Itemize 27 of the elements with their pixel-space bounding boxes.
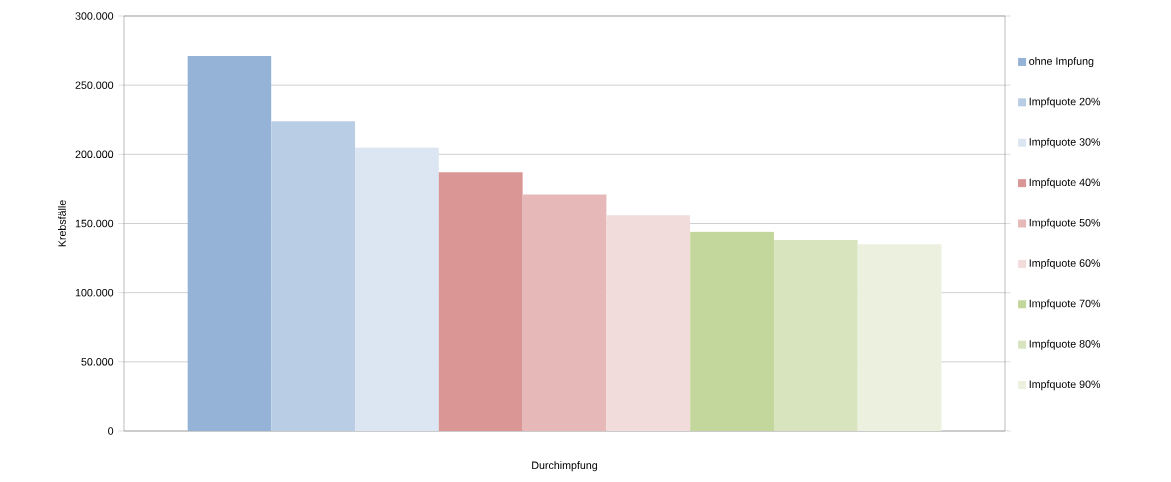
legend-label: Impfquote 30% xyxy=(1029,137,1101,148)
legend-label: Impfquote 40% xyxy=(1029,178,1101,189)
bar xyxy=(773,240,858,431)
y-axis-title: Krebsfälle xyxy=(58,200,66,247)
legend-label: Impfquote 80% xyxy=(1029,339,1101,350)
y-tick-label: 50.000 xyxy=(81,358,114,366)
bar xyxy=(857,244,942,431)
y-tick-label: 300.000 xyxy=(75,12,114,20)
bar xyxy=(690,231,774,431)
x-axis-title: Durchimpfung xyxy=(532,461,598,472)
y-tick-label: 250.000 xyxy=(75,81,114,89)
legend-label: Impfquote 70% xyxy=(1029,299,1101,310)
bar xyxy=(606,215,691,431)
bar xyxy=(187,56,272,431)
bar xyxy=(355,147,439,431)
bar xyxy=(271,121,356,431)
legend-label: Impfquote 50% xyxy=(1029,218,1101,229)
y-tick-label: 150.000 xyxy=(75,219,114,228)
legend-label: Impfquote 90% xyxy=(1029,380,1101,391)
y-tick-label: 0 xyxy=(108,427,114,435)
legend-label: Impfquote 60% xyxy=(1029,259,1101,269)
legend-label: Impfquote 20% xyxy=(1029,97,1101,108)
y-tick-label: 100.000 xyxy=(75,288,114,297)
bar xyxy=(438,172,523,431)
bar xyxy=(522,194,607,431)
legend-label: ohne Impfung xyxy=(1029,57,1094,68)
y-tick-label: 200.000 xyxy=(75,150,114,159)
